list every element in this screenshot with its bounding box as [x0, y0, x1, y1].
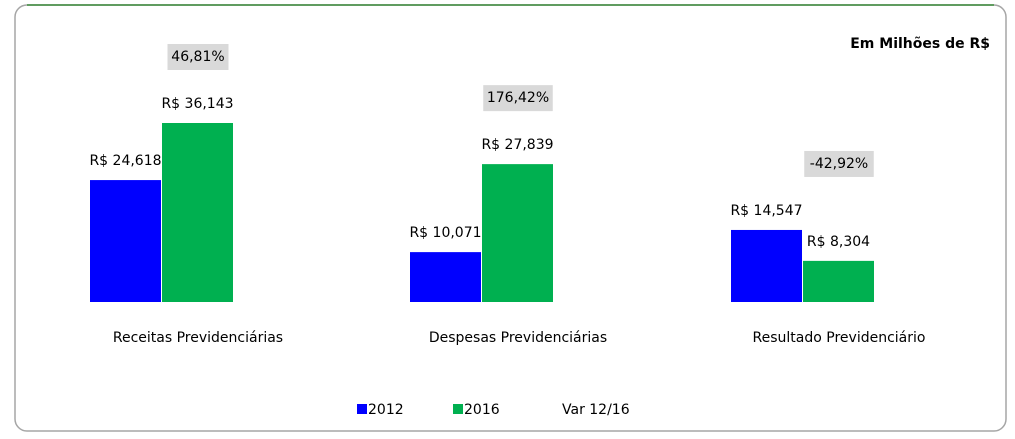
chart-title: Em Milhões de R$: [850, 36, 990, 52]
x-tick-label: Despesas Previdenciárias: [429, 330, 607, 346]
data-label: R$ 8,304: [807, 234, 870, 250]
bar: [803, 260, 874, 302]
variation-label: -42,92%: [810, 156, 868, 172]
bar: [410, 252, 481, 302]
variation-box: [483, 85, 553, 112]
variation-box: [804, 150, 874, 177]
bar: [90, 180, 161, 302]
variation-box: [167, 44, 229, 70]
data-label: R$ 10,071: [409, 225, 481, 241]
data-label: R$ 27,839: [481, 137, 553, 153]
data-label: R$ 36,143: [161, 96, 233, 112]
bar: [731, 229, 802, 302]
x-tick-label: Receitas Previdenciárias: [113, 330, 283, 346]
bar: [162, 123, 233, 302]
x-tick-label: Resultado Previdenciário: [753, 330, 926, 346]
legend-swatch: [357, 404, 367, 414]
legend-label: Var 12/16: [562, 402, 630, 418]
data-label: R$ 24,618: [89, 153, 161, 169]
legend-swatch: [453, 404, 463, 414]
legend-label: 2012: [368, 402, 404, 418]
variation-label: 46,81%: [171, 49, 224, 65]
legend-label: 2016: [464, 402, 500, 418]
data-label: R$ 14,547: [730, 203, 802, 219]
bar: [482, 164, 553, 302]
variation-label: 176,42%: [487, 90, 549, 106]
